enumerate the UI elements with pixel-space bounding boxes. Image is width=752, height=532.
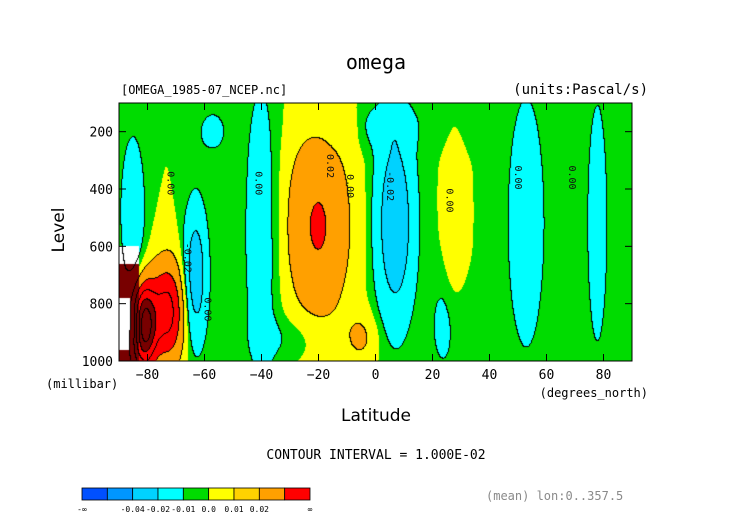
contour-fill — [119, 103, 632, 361]
x-tick-label: 20 — [425, 368, 441, 383]
contour-label: 0.00 — [344, 174, 355, 198]
plot-area — [118, 102, 633, 362]
x-units-label: (degrees_north) — [540, 386, 648, 400]
colorbar-label: -0.04 — [121, 505, 145, 514]
contour-interval-label: CONTOUR INTERVAL = 1.000E-02 — [266, 448, 485, 463]
axes: −80 −60 −40 −20 0 20 40 60 80 200 400 600 800 1000 — [82, 103, 632, 383]
y-axis-label: Level — [49, 208, 69, 253]
colorbar-label: ∞ — [308, 505, 313, 514]
colorbar-swatch — [182, 487, 210, 501]
x-tick-label: 80 — [596, 368, 612, 383]
contour-label: 0.00 — [512, 165, 523, 189]
contour-label: 0.00 — [253, 171, 264, 195]
colorbar-label: 0.0 — [201, 505, 216, 514]
y-tick-label: 1000 — [82, 355, 113, 370]
contour-label: -0.02 — [181, 243, 192, 273]
x-tick-label: −20 — [307, 368, 330, 383]
colorbar-swatch — [81, 487, 108, 501]
contour-label: -0.02 — [384, 171, 395, 201]
colorbar: -∞ -0.04 -0.02 -0.01 0.0 0.01 0.02 ∞ — [77, 487, 313, 514]
x-axis-label: Latitude — [341, 406, 411, 426]
contour-label: 0.00 — [444, 188, 455, 212]
colorbar-swatch — [106, 487, 134, 501]
y-tick-label: 800 — [90, 298, 113, 313]
y-units-label: (millibar) — [46, 377, 118, 391]
x-tick-label: −40 — [250, 368, 273, 383]
x-tick-label: 0 — [372, 368, 380, 383]
file-label: [OMEGA_1985-07_NCEP.nc] — [121, 83, 287, 97]
colorbar-label: -∞ — [77, 505, 87, 514]
colorbar-label: -0.01 — [171, 505, 195, 514]
colorbar-label: -0.02 — [146, 505, 170, 514]
colorbar-label: 0.02 — [250, 505, 269, 514]
x-tick-label: 40 — [482, 368, 498, 383]
units-label: (units:Pascal/s) — [513, 82, 648, 98]
contour-label: 0.00 — [201, 297, 212, 321]
y-tick-label: 400 — [90, 183, 113, 198]
contour-label: 0.00 — [566, 165, 577, 189]
contour-label: 0.00 — [164, 171, 175, 195]
x-tick-label: 60 — [539, 368, 555, 383]
colorbar-label: 0.01 — [224, 505, 243, 514]
y-tick-label: 600 — [90, 240, 113, 255]
colorbar-swatch — [258, 487, 286, 501]
colorbar-swatch — [233, 487, 260, 501]
contour-labels: 0.00 -0.02 0.00 0.00 0.02 0.00 -0.02 0.00 0.00 0.… — [164, 154, 577, 321]
colorbar-swatch — [157, 487, 184, 501]
contour-label: 0.02 — [324, 154, 335, 178]
y-tick-label: 200 — [90, 126, 113, 141]
x-tick-label: −80 — [136, 368, 159, 383]
chart-title: omega — [346, 50, 406, 74]
footer-label: (mean) lon:0..357.5 — [486, 489, 623, 503]
x-tick-label: −60 — [193, 368, 216, 383]
colorbar-swatch — [132, 487, 159, 501]
colorbar-swatch — [208, 487, 235, 501]
colorbar-swatch — [284, 487, 311, 501]
